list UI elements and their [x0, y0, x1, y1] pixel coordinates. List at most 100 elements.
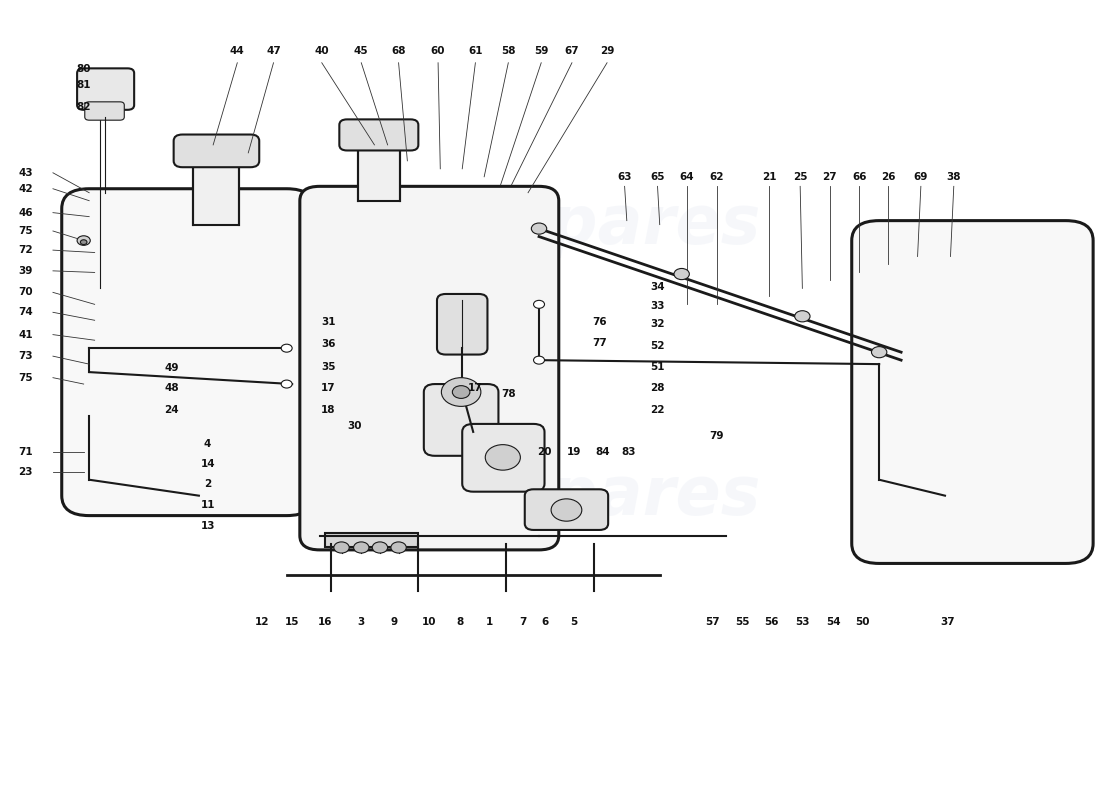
- Text: 31: 31: [321, 317, 336, 327]
- Text: 79: 79: [710, 431, 724, 441]
- Text: 37: 37: [939, 617, 955, 626]
- FancyBboxPatch shape: [424, 384, 498, 456]
- Text: 24: 24: [164, 405, 179, 414]
- Text: 6: 6: [541, 617, 548, 626]
- Text: 66: 66: [852, 172, 867, 182]
- Text: 33: 33: [650, 301, 664, 311]
- Text: 3: 3: [358, 617, 365, 626]
- Text: 10: 10: [422, 617, 437, 626]
- Text: 45: 45: [354, 46, 368, 56]
- Circle shape: [794, 310, 810, 322]
- Text: 12: 12: [255, 617, 270, 626]
- Text: 23: 23: [19, 466, 33, 477]
- Text: 65: 65: [650, 172, 664, 182]
- Text: 69: 69: [914, 172, 928, 182]
- Text: 41: 41: [19, 330, 33, 340]
- FancyBboxPatch shape: [174, 134, 260, 167]
- Circle shape: [372, 542, 387, 553]
- Bar: [358, 145, 399, 201]
- Text: 80: 80: [76, 64, 91, 74]
- Text: 63: 63: [617, 172, 631, 182]
- Text: 56: 56: [764, 617, 779, 626]
- Text: 51: 51: [650, 362, 664, 371]
- Text: 32: 32: [650, 319, 664, 330]
- Text: 76: 76: [592, 317, 607, 327]
- Text: 16: 16: [318, 617, 332, 626]
- Circle shape: [390, 542, 406, 553]
- Text: 82: 82: [76, 102, 91, 112]
- Text: 74: 74: [19, 307, 33, 318]
- Text: 50: 50: [856, 617, 870, 626]
- Text: 28: 28: [650, 383, 664, 393]
- Text: 61: 61: [469, 46, 483, 56]
- Text: 81: 81: [76, 80, 91, 90]
- Text: 20: 20: [537, 447, 552, 457]
- Text: 8: 8: [456, 617, 464, 626]
- Text: 36: 36: [321, 339, 336, 349]
- Text: 47: 47: [266, 46, 280, 56]
- Text: 25: 25: [793, 172, 807, 182]
- Text: 19: 19: [566, 447, 581, 457]
- Text: 75: 75: [19, 373, 33, 382]
- Circle shape: [551, 499, 582, 521]
- Text: 21: 21: [762, 172, 777, 182]
- Text: 42: 42: [19, 184, 33, 194]
- Text: 26: 26: [881, 172, 895, 182]
- Bar: [326, 533, 418, 547]
- FancyBboxPatch shape: [525, 490, 608, 530]
- Circle shape: [441, 378, 481, 406]
- Text: 78: 78: [500, 389, 516, 398]
- Text: 72: 72: [19, 245, 33, 255]
- Text: 73: 73: [19, 351, 33, 361]
- Text: 58: 58: [502, 46, 516, 56]
- Circle shape: [282, 344, 293, 352]
- Text: 43: 43: [19, 168, 33, 178]
- Text: 30: 30: [348, 421, 362, 430]
- Text: 17: 17: [321, 383, 336, 393]
- Circle shape: [531, 223, 547, 234]
- Text: 2: 2: [204, 478, 211, 489]
- Text: 54: 54: [826, 617, 840, 626]
- Text: 59: 59: [534, 46, 549, 56]
- Circle shape: [80, 240, 87, 245]
- Circle shape: [353, 542, 369, 553]
- Circle shape: [534, 300, 544, 308]
- Text: eurospares: eurospares: [339, 462, 761, 529]
- Text: 70: 70: [19, 287, 33, 298]
- FancyBboxPatch shape: [339, 119, 418, 150]
- Text: 39: 39: [19, 266, 33, 276]
- Text: 57: 57: [705, 617, 719, 626]
- Text: 11: 11: [200, 500, 214, 510]
- Text: 64: 64: [680, 172, 694, 182]
- Text: 75: 75: [19, 226, 33, 236]
- Text: 53: 53: [795, 617, 810, 626]
- Text: 68: 68: [392, 46, 406, 56]
- Text: 71: 71: [19, 447, 33, 457]
- Text: 48: 48: [164, 383, 179, 393]
- Circle shape: [534, 356, 544, 364]
- Text: 38: 38: [946, 172, 961, 182]
- Text: 52: 52: [650, 341, 664, 350]
- Text: 44: 44: [230, 46, 244, 56]
- Circle shape: [282, 380, 293, 388]
- FancyBboxPatch shape: [300, 186, 559, 550]
- Text: 5: 5: [571, 617, 578, 626]
- Text: 77: 77: [592, 338, 607, 347]
- Text: 27: 27: [823, 172, 837, 182]
- Text: 29: 29: [600, 46, 614, 56]
- Text: 62: 62: [710, 172, 724, 182]
- Text: 49: 49: [164, 363, 178, 373]
- Text: 9: 9: [390, 617, 398, 626]
- FancyBboxPatch shape: [77, 68, 134, 110]
- Text: 35: 35: [321, 362, 336, 371]
- Text: 22: 22: [650, 405, 664, 414]
- FancyBboxPatch shape: [437, 294, 487, 354]
- Text: 4: 4: [204, 439, 211, 449]
- FancyBboxPatch shape: [851, 221, 1093, 563]
- Text: 55: 55: [735, 617, 749, 626]
- Circle shape: [871, 346, 887, 358]
- Text: 13: 13: [200, 521, 214, 531]
- Text: 46: 46: [19, 208, 33, 218]
- Text: 34: 34: [650, 282, 664, 292]
- Text: 60: 60: [431, 46, 446, 56]
